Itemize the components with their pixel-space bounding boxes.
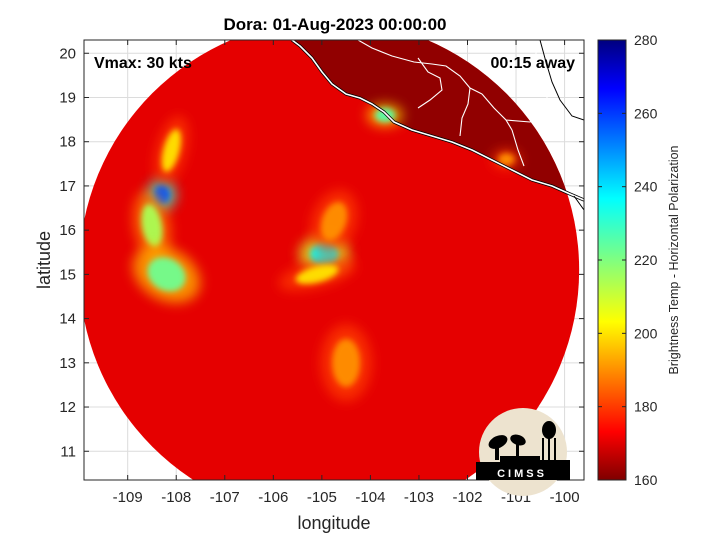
x-axis-label: longitude [297, 513, 370, 533]
colorbar-tick-label: 280 [634, 32, 658, 48]
state-borders-outside [539, 40, 584, 211]
y-tick-label: 11 [60, 443, 76, 460]
x-tick-label: -100 [550, 489, 580, 506]
logo-water-tower-icon [542, 421, 556, 460]
y-axis-label: latitude [34, 231, 54, 289]
y-tick-label: 20 [59, 45, 76, 62]
logo-disc [479, 408, 567, 496]
feature-west-band-4 [147, 257, 186, 292]
vmax-annotation: Vmax: 30 kts [94, 55, 192, 72]
logo-satellite-dishes-icon [488, 434, 526, 460]
colorbar: 160 180 200 220 240 260 280 Brightness Temp - … [597, 32, 681, 488]
microwave-swath [84, 40, 580, 480]
colorbar-fill [598, 40, 626, 480]
colorbar-tick-label: 180 [634, 399, 658, 415]
logo-text: CIMSS [497, 468, 547, 480]
colorbar-tick-label: 220 [634, 252, 658, 268]
x-tick-label: -107 [210, 489, 240, 506]
feature-coast-cell-2 [498, 153, 515, 166]
x-tick-label: -103 [404, 489, 434, 506]
y-tick-label: 15 [59, 266, 76, 283]
colorbar-tick-label: 160 [634, 472, 658, 488]
colorbar-tick-label: 240 [634, 179, 658, 195]
chart-title: Dora: 01-Aug-2023 00:00:00 [224, 15, 447, 34]
x-tick-label: -105 [307, 489, 337, 506]
colorbar-label: Brightness Temp - Horizontal Polarizatio… [667, 145, 681, 374]
cimss-logo: CIMSS [476, 408, 570, 496]
y-tick-label: 14 [59, 311, 76, 328]
y-tick-label: 16 [59, 222, 76, 239]
axis-ticks: -109 -108 -107 -106 -105 -104 -103 -102 -101 -100… [59, 40, 584, 506]
time-away-annotation: 00:15 away [490, 55, 575, 72]
convective-features [132, 103, 521, 402]
colorbar-tick-label: 260 [634, 105, 658, 121]
x-tick-label: -109 [113, 489, 143, 506]
axes-box [83, 39, 585, 481]
x-tick-label: -104 [355, 489, 385, 506]
logo-building-icon [476, 456, 570, 480]
feature-west-band-3 [141, 203, 163, 248]
y-tick-label: 13 [59, 355, 76, 372]
x-tick-label: -102 [452, 489, 482, 506]
y-tick-label: 18 [59, 134, 76, 151]
coastline [291, 40, 584, 211]
feature-south-cells [332, 338, 361, 387]
colorbar-tick-label: 200 [634, 325, 658, 341]
feature-core-band-2 [320, 202, 348, 241]
colorbar-ticks: 160 180 200 220 240 260 280 [598, 32, 658, 488]
state-borders [357, 40, 549, 167]
x-tick-label: -108 [161, 489, 191, 506]
y-tick-label: 12 [59, 399, 76, 416]
feature-core-band-1 [295, 264, 339, 284]
x-tick-label: -106 [258, 489, 288, 506]
y-tick-label: 17 [59, 178, 76, 195]
feature-west-band-2 [161, 129, 181, 172]
y-tick-label: 19 [59, 89, 76, 106]
coastline-outline-white [291, 40, 584, 201]
